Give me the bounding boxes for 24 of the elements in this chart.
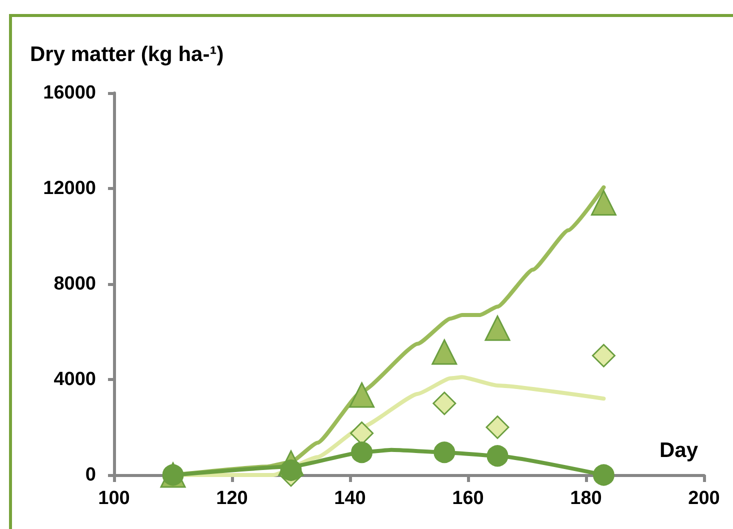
point [592, 344, 616, 368]
point [349, 382, 375, 408]
point [486, 416, 510, 439]
x-tick-label: 160 [452, 488, 484, 509]
y-tick-label: 12000 [43, 178, 96, 199]
x-tick-label: 140 [334, 488, 366, 509]
point [351, 442, 373, 464]
y-tick-label: 0 [85, 464, 96, 486]
y-axis-title: Dry matter (kg ha-¹) [30, 43, 224, 66]
x-tick-label: 100 [98, 488, 130, 509]
x-tick-label: 200 [688, 488, 720, 509]
x-axis-title: Day [659, 439, 698, 462]
point [486, 445, 508, 467]
point [434, 442, 456, 464]
x-tick-label: 120 [216, 488, 248, 509]
point [432, 392, 456, 416]
point [432, 339, 458, 365]
y-tick-label: 16000 [43, 82, 96, 104]
x-tick-label: 180 [570, 488, 602, 509]
point [484, 315, 510, 341]
point [592, 464, 614, 486]
point [590, 190, 616, 216]
y-tick-label: 8000 [54, 274, 96, 294]
y-tick-label: 4000 [54, 369, 96, 390]
